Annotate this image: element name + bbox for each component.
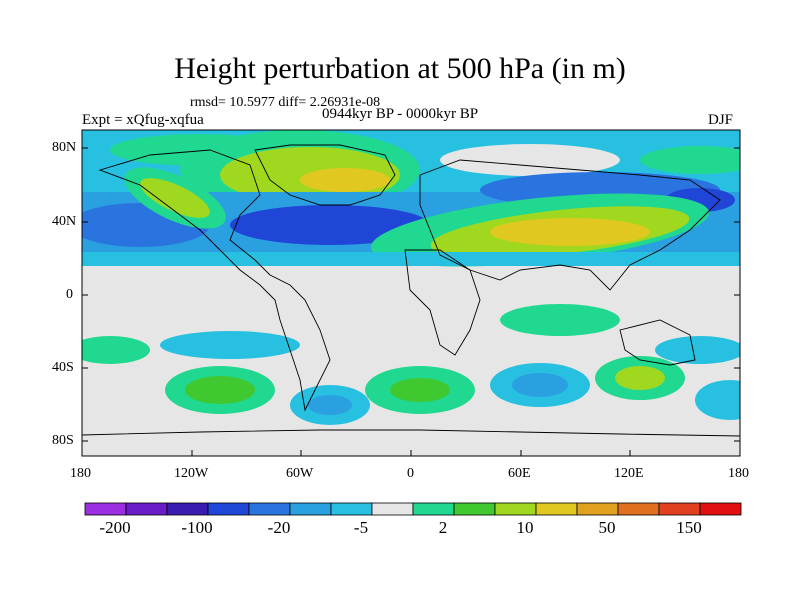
- colorbar-swatch: [617, 502, 660, 516]
- colorbar-label: -5: [353, 518, 369, 537]
- lat-tick-80s: 80S: [52, 433, 74, 448]
- eurasia-high-core: [490, 218, 650, 246]
- south-west-green: [82, 336, 150, 364]
- lon-tick-60e: 60E: [508, 466, 531, 481]
- lon-tick-60w: 60W: [286, 466, 314, 481]
- eurasia-white: [440, 144, 620, 176]
- colorbar-swatch: [248, 502, 291, 516]
- period-label: 0944kyr BP - 0000kyr BP: [322, 106, 479, 122]
- colorbar-swatch: [371, 502, 414, 516]
- lon-tick-marks: [81, 450, 741, 456]
- colorbar-swatch: [453, 502, 496, 516]
- pacific-high-inner: [140, 178, 210, 218]
- lon-tick-180w: 180: [70, 466, 91, 481]
- lat-tick-40s: 40S: [52, 360, 74, 375]
- tropic-cyan-band: [82, 252, 740, 266]
- far-east-cyan: [695, 380, 740, 420]
- drake-blue: [308, 395, 352, 415]
- colorbar-swatch: [84, 502, 127, 516]
- colorbar-label: 2: [438, 518, 448, 537]
- colorbar-swatch: [535, 502, 578, 516]
- colorbar-swatch: [699, 502, 742, 516]
- colorbar-swatch: [166, 502, 209, 516]
- lat-tick-marks: [82, 147, 740, 442]
- colorbar-swatch: [330, 502, 373, 516]
- south-pacific-cyan: [160, 331, 300, 359]
- colorbar-swatch: [412, 502, 455, 516]
- colorbar-swatch: [494, 502, 537, 516]
- colorbar-swatch: [125, 502, 168, 516]
- colorbar-swatch: [658, 502, 701, 516]
- season-label: DJF: [708, 112, 734, 128]
- colorbar-label: -20: [267, 518, 291, 537]
- coastlines: [82, 144, 740, 437]
- colorbar-swatch: [289, 502, 332, 516]
- colorbar: [84, 502, 742, 516]
- colorbar-label: -200: [99, 518, 131, 537]
- map-title: Height perturbation at 500 hPa (in m): [174, 52, 626, 85]
- lon-tick-0: 0: [407, 466, 414, 481]
- contour-field: [82, 130, 740, 456]
- lat-tick-0: 0: [66, 287, 73, 302]
- lon-tick-120e: 120E: [614, 466, 644, 481]
- experiment-label: Expt = xQfug-xqfua: [82, 112, 204, 128]
- south-pacific-core: [185, 376, 255, 404]
- colorbar-label: 10: [516, 518, 534, 537]
- colorbar-swatch: [576, 502, 619, 516]
- indian-green: [500, 304, 620, 336]
- colorbar-swatch: [207, 502, 250, 516]
- atlantic-low: [230, 205, 430, 245]
- lon-tick-120w: 120W: [174, 466, 209, 481]
- south-atlantic-core: [390, 378, 450, 402]
- colorbar-label: 150: [676, 518, 702, 537]
- south-aus-yellow: [615, 366, 665, 390]
- stats-label: rmsd= 10.5977 diff= 2.26931e-08: [190, 95, 381, 110]
- south-indian-blue: [512, 373, 568, 397]
- colorbar-label: -100: [181, 518, 213, 537]
- lon-tick-180e: 180: [728, 466, 749, 481]
- lat-tick-40n: 40N: [52, 214, 77, 229]
- east-cyan: [655, 336, 740, 364]
- colorbar-label: 50: [598, 518, 616, 537]
- lat-tick-80n: 80N: [52, 140, 77, 155]
- arctic-green-east: [640, 146, 740, 174]
- greenland-core: [300, 168, 390, 192]
